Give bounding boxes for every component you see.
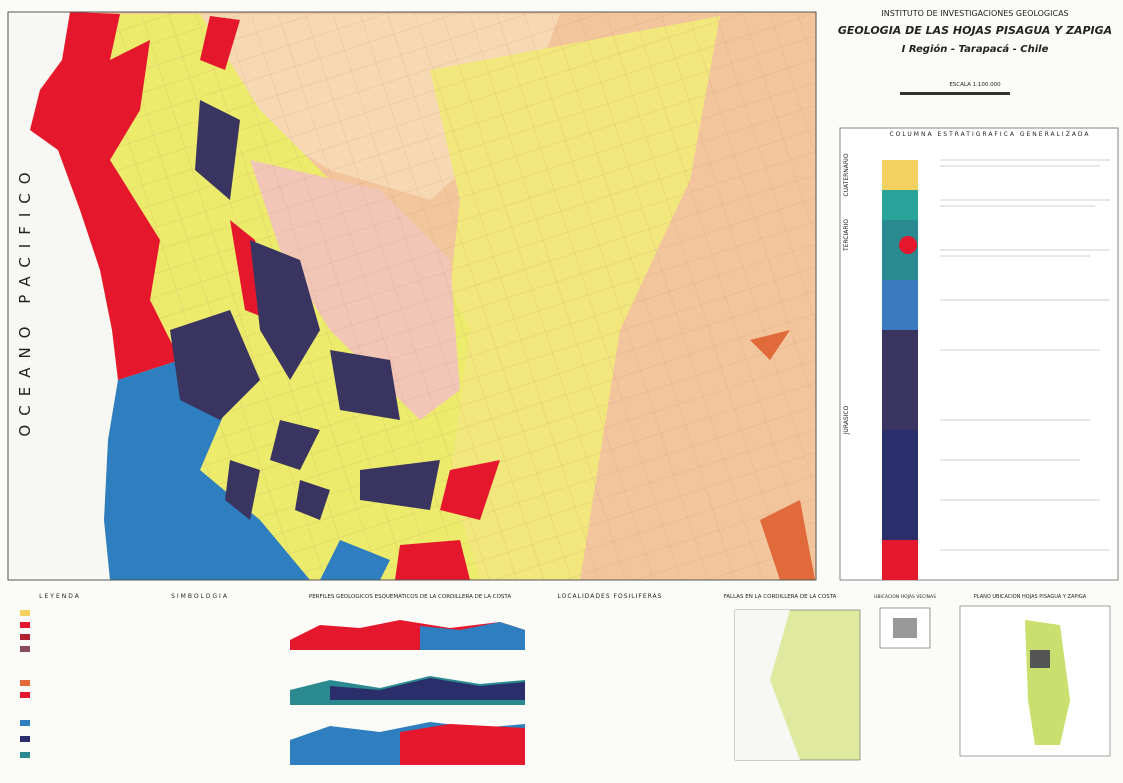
period-label: CUATERNARIO [843, 153, 850, 196]
column-unit [882, 430, 918, 540]
column-unit [899, 236, 917, 254]
geologic-map: OCEANO PACIFICO [7, 11, 817, 581]
panel-title: SIMBOLOGIA [171, 593, 229, 600]
map-detail [20, 720, 30, 726]
scale-bar [900, 92, 1010, 95]
column-unit [882, 160, 918, 190]
legend-swatches [20, 610, 30, 758]
panel-title: PERFILES GEOLOGICOS ESQUEMATICOS DE LA C… [309, 594, 511, 600]
scale: ESCALA 1:100.000 [949, 82, 1001, 88]
region: I Región - Tarapacá - Chile [902, 43, 1049, 55]
profiles [290, 620, 525, 765]
period-label: TERCIARIO [843, 219, 850, 252]
panel-title: PLANO UBICACION HOJAS PISAGUA Y ZAPIGA [974, 594, 1087, 600]
column-unit [882, 540, 918, 580]
sheet-title: GEOLOGIA DE LAS HOJAS PISAGUA Y ZAPIGA [838, 24, 1112, 37]
map-detail [20, 646, 30, 652]
institute: INSTITUTO DE INVESTIGACIONES GEOLOGICAS [881, 9, 1068, 18]
stratigraphic-column: COLUMNA ESTRATIGRAFICA GENERALIZADA CUAT… [839, 127, 1119, 581]
ocean-label: OCEANO PACIFICO [16, 163, 34, 436]
title-block: INSTITUTO DE INVESTIGACIONES GEOLOGICAS … [838, 9, 1112, 95]
map-detail [20, 680, 30, 686]
panel-title: LOCALIDADES FOSILIFERAS [558, 593, 663, 600]
map-detail [420, 622, 525, 650]
map-detail [400, 724, 525, 765]
map-detail [330, 678, 525, 700]
unit-red-coast [30, 12, 180, 380]
panel-title: UBICACION HOJAS VECINAS [874, 594, 936, 600]
map-detail [20, 752, 30, 758]
column-notes [940, 159, 1110, 551]
column-title: COLUMNA ESTRATIGRAFICA GENERALIZADA [889, 131, 1090, 138]
ocean [8, 12, 118, 580]
unit-orange [750, 330, 815, 580]
map-frame [7, 11, 817, 581]
map-detail [20, 736, 30, 742]
location-sheet [1030, 650, 1050, 668]
map-detail [20, 692, 30, 698]
map-detail [20, 634, 30, 640]
period-label: JURASICO [843, 405, 850, 435]
fault-map-ocean [735, 610, 800, 760]
bottom-panels: LEYENDA SIMBOLOGIA PERFILES GEOLOGICOS E… [20, 593, 1111, 765]
unit-blue [104, 360, 390, 580]
unit-dark [170, 100, 440, 520]
column-unit [882, 330, 918, 430]
column-unit [882, 190, 918, 220]
map-detail [20, 610, 30, 616]
column-frame [839, 127, 1119, 581]
map-detail [20, 622, 30, 628]
neighbor-sheet-current [893, 618, 917, 638]
panel-title: LEYENDA [39, 593, 81, 600]
column-unit [882, 280, 918, 330]
panel-title: FALLAS EN LA CORDILLERA DE LA COSTA [724, 594, 837, 600]
